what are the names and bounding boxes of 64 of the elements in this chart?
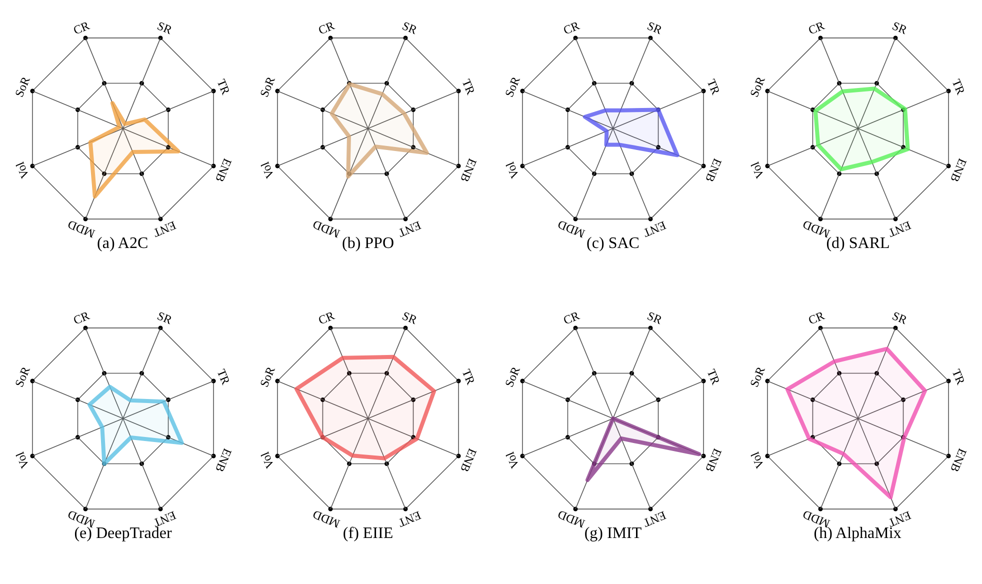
spoke-label: ENB: [458, 446, 480, 474]
spoke-label: SoR: [12, 74, 33, 100]
spoke-label: SR: [400, 18, 420, 38]
spoke-label: SoR: [746, 364, 768, 390]
spoke-label: Vol: [258, 449, 277, 470]
spoke-label: ENB: [948, 446, 970, 474]
spoke-label: Vol: [748, 159, 767, 180]
spoke-label: SoR: [256, 364, 278, 390]
spoke-label: ENT: [396, 508, 424, 530]
spoke-label: TR: [459, 367, 478, 387]
spoke-label: ENT: [640, 508, 668, 530]
text: (a) A2C: [97, 235, 148, 252]
spoke-label: CR: [561, 308, 582, 328]
spoke-label: Vol: [12, 449, 32, 470]
spoke-label: SR: [890, 18, 910, 38]
spoke-label: SoR: [12, 364, 33, 390]
spoke-label: MDD: [555, 507, 587, 531]
spoke-label: TR: [704, 367, 724, 387]
spoke-label: TR: [704, 77, 724, 97]
spoke-label: Vol: [748, 449, 767, 470]
spoke-label: ENB: [702, 446, 725, 474]
spoke-label: Vol: [12, 159, 32, 180]
spoke-label: TR: [214, 77, 234, 97]
spoke-label: ENT: [150, 218, 178, 240]
spoke-label: Vol: [258, 159, 277, 180]
spoke-label: CR: [806, 18, 826, 38]
spoke-label: Vol: [502, 449, 522, 470]
spoke-label: ENB: [212, 156, 235, 184]
spoke-label: SR: [155, 308, 174, 328]
spoke-label: CR: [806, 308, 826, 328]
spoke-label: MDD: [555, 217, 587, 241]
spoke-label: ENB: [458, 156, 480, 184]
text: (c) SAC: [586, 235, 640, 252]
spoke-label: ENT: [396, 218, 424, 240]
spoke-label: SoR: [502, 364, 523, 390]
spoke-label: MDD: [65, 217, 97, 241]
text: (b) PPO: [342, 235, 394, 252]
spoke-label: ENT: [640, 218, 668, 240]
spoke-label: MDD: [310, 217, 342, 241]
spoke-label: MDD: [310, 507, 342, 531]
spoke-label: ENB: [948, 156, 970, 184]
spoke-label: SR: [645, 308, 664, 328]
spoke-label: SR: [890, 308, 910, 328]
spoke-label: SoR: [256, 74, 278, 100]
spoke-label: CR: [316, 308, 336, 328]
spoke-label: SoR: [746, 74, 768, 100]
spoke-label: ENB: [702, 156, 725, 184]
spoke-label: SR: [645, 18, 664, 38]
text: (g) IMIT: [584, 525, 642, 542]
spoke-label: CR: [71, 308, 92, 328]
spoke-label: CR: [316, 18, 336, 38]
spoke-label: SoR: [502, 74, 523, 100]
spoke-label: ENB: [212, 446, 235, 474]
spoke-label: Vol: [502, 159, 522, 180]
text: (f) EIIE: [342, 525, 394, 542]
spoke-label: TR: [214, 367, 234, 387]
spoke-label: TR: [949, 367, 968, 387]
spoke-label: SR: [400, 308, 420, 328]
spoke-label: CR: [561, 18, 582, 38]
spoke-label: SR: [155, 18, 174, 38]
spoke-label: CR: [71, 18, 92, 38]
spoke-label: TR: [949, 77, 968, 97]
text: (h) AlphaMix: [814, 525, 902, 542]
spoke-label: TR: [459, 77, 478, 97]
